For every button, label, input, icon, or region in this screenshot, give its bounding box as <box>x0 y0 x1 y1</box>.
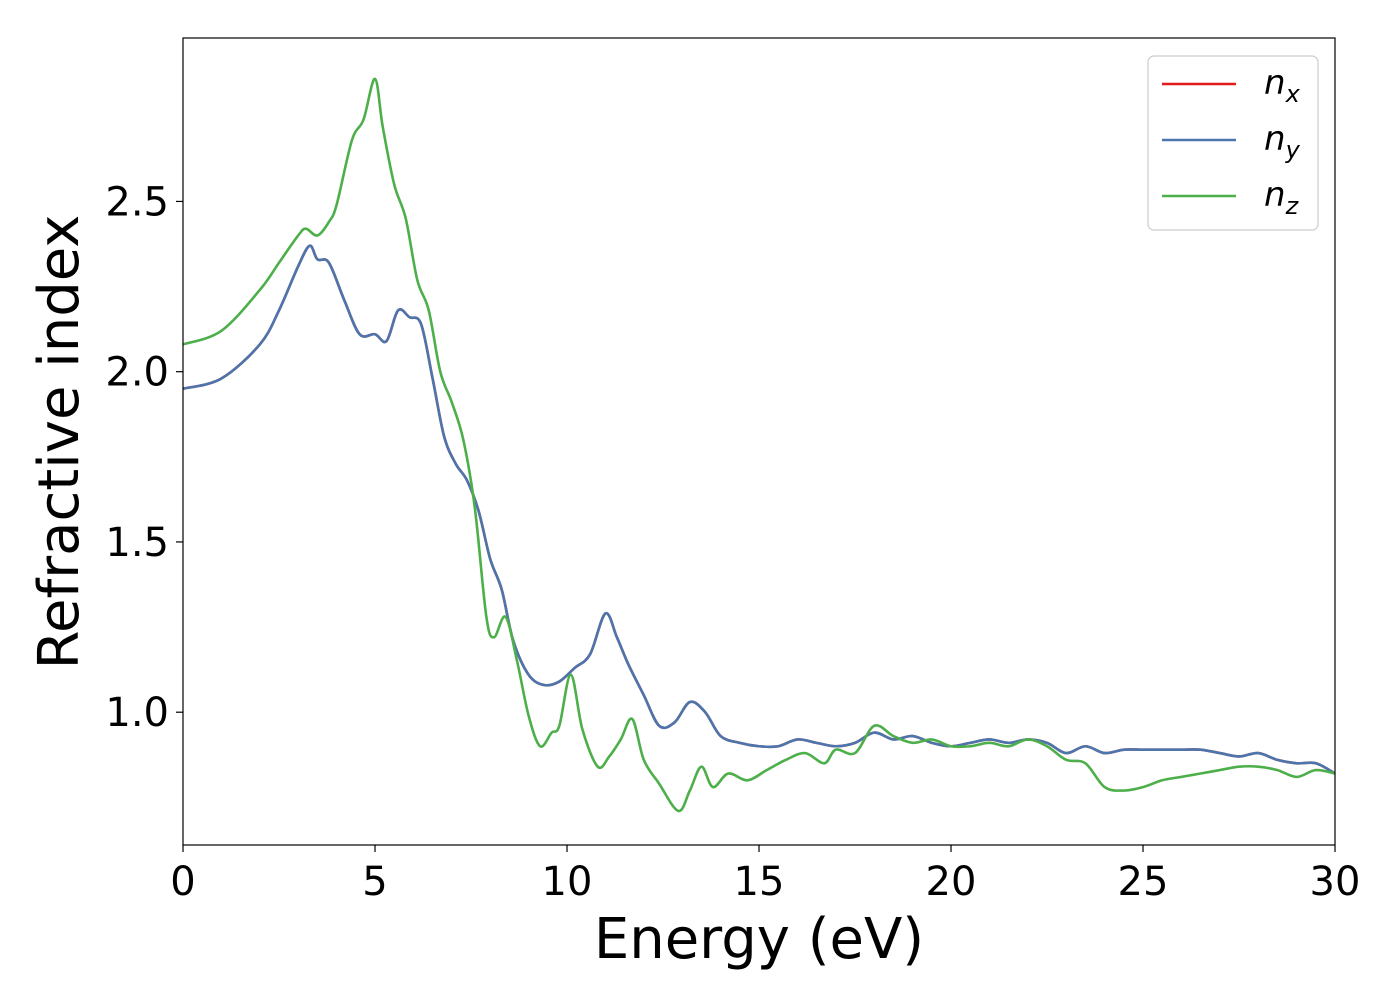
legend-box <box>1147 55 1319 231</box>
y-axis-label: Refractive index <box>27 215 92 670</box>
series-line-z <box>183 77 1335 813</box>
x-axis: 0 5 10 15 20 25 30 <box>170 845 1360 905</box>
x-tick-label: 20 <box>926 859 977 905</box>
x-tick-label: 25 <box>1118 859 1169 905</box>
legend-label-x: nx <box>1264 63 1301 108</box>
y-tick-label: 1.0 <box>105 690 169 736</box>
plot-area <box>183 38 1335 845</box>
legend-label-z: nz <box>1264 175 1300 220</box>
x-tick-label: 30 <box>1310 859 1361 905</box>
legend: nx ny nz <box>1147 55 1319 231</box>
y-axis: 1.0 1.5 2.0 2.5 <box>105 179 183 736</box>
x-tick-label: 0 <box>170 859 195 905</box>
x-axis-label: Energy (eV) <box>594 907 924 972</box>
y-tick-label: 1.5 <box>105 520 169 566</box>
series-line-y <box>183 244 1335 775</box>
x-tick-label: 5 <box>362 859 387 905</box>
legend-label-y: ny <box>1264 119 1301 164</box>
x-tick-label: 15 <box>734 859 785 905</box>
y-tick-label: 2.5 <box>105 179 169 225</box>
y-tick-label: 2.0 <box>105 350 169 396</box>
x-tick-label: 10 <box>542 859 593 905</box>
series-lines <box>183 77 1335 813</box>
